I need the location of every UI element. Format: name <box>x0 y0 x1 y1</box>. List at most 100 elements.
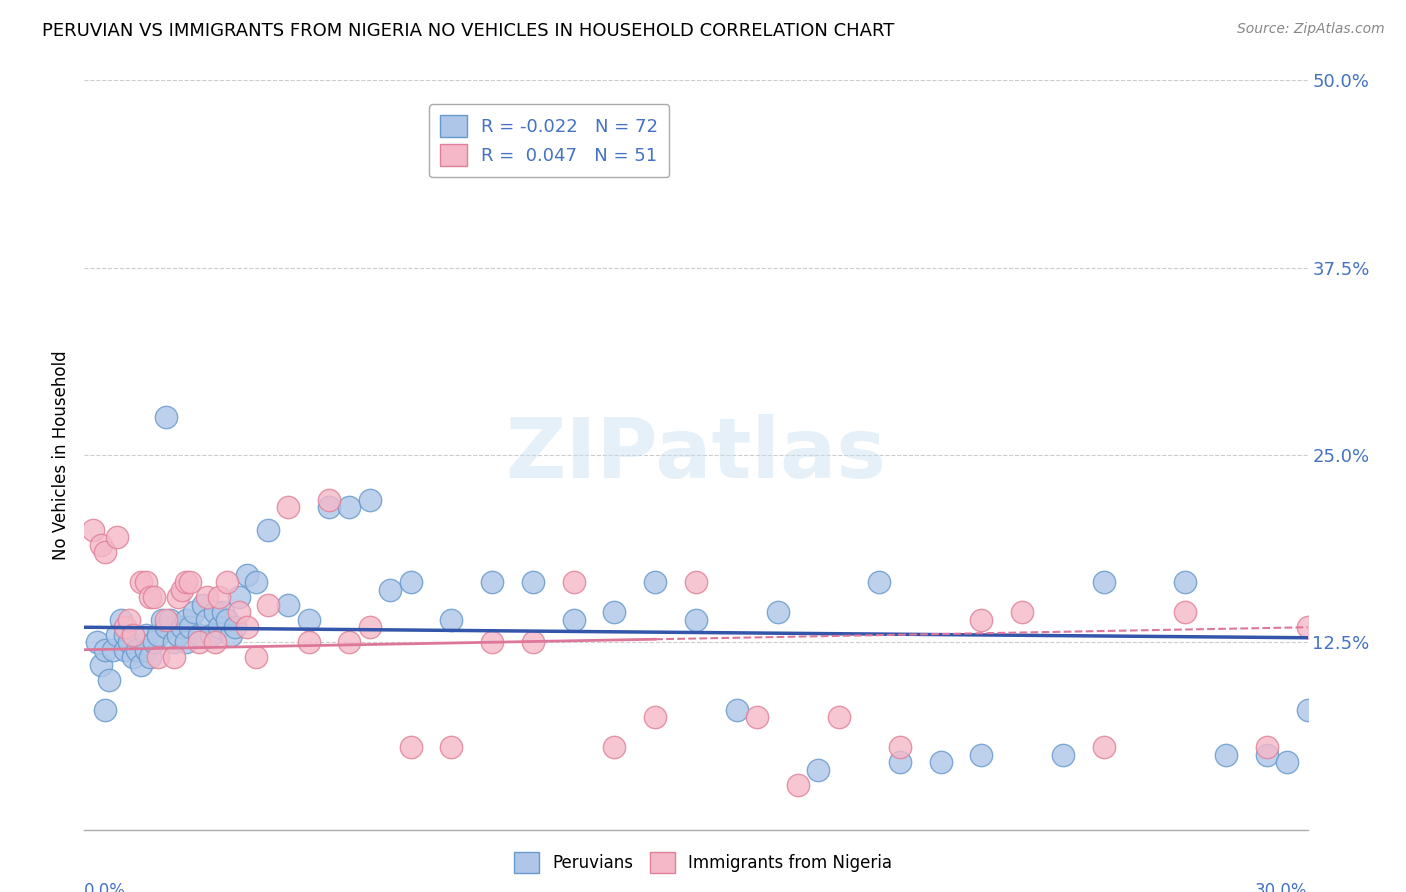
Point <box>440 613 463 627</box>
Point <box>131 657 153 672</box>
Text: ZIPatlas: ZIPatlas <box>506 415 886 495</box>
Point <box>889 755 911 769</box>
Point <box>217 613 239 627</box>
Point <box>114 620 136 634</box>
Point <box>155 613 177 627</box>
Point <box>970 613 993 627</box>
Point <box>212 605 235 619</box>
Point <box>1317 740 1340 755</box>
Point <box>970 747 993 762</box>
Point <box>135 628 157 642</box>
Point <box>644 710 666 724</box>
Point <box>200 628 222 642</box>
Point <box>929 755 952 769</box>
Point <box>889 740 911 755</box>
Point <box>603 740 626 755</box>
Point <box>318 500 340 515</box>
Point <box>138 650 160 665</box>
Point <box>298 613 321 627</box>
Point <box>725 703 748 717</box>
Point <box>217 575 239 590</box>
Point <box>1052 747 1074 762</box>
Point <box>204 635 226 649</box>
Text: 0.0%: 0.0% <box>84 882 127 892</box>
Text: PERUVIAN VS IMMIGRANTS FROM NIGERIA NO VEHICLES IN HOUSEHOLD CORRELATION CHART: PERUVIAN VS IMMIGRANTS FROM NIGERIA NO V… <box>42 22 894 40</box>
Point <box>101 642 124 657</box>
Point <box>562 575 585 590</box>
Point <box>828 710 851 724</box>
Point <box>257 598 280 612</box>
Point <box>359 620 381 634</box>
Point <box>1174 575 1197 590</box>
Point <box>807 763 830 777</box>
Point <box>93 545 115 559</box>
Point <box>195 613 218 627</box>
Point <box>481 575 503 590</box>
Point <box>110 613 132 627</box>
Point <box>208 620 231 634</box>
Point <box>187 628 209 642</box>
Point <box>380 582 402 597</box>
Point <box>1011 605 1033 619</box>
Point <box>359 492 381 507</box>
Point <box>228 605 250 619</box>
Point <box>172 582 194 597</box>
Point <box>603 605 626 619</box>
Point <box>766 605 789 619</box>
Y-axis label: No Vehicles in Household: No Vehicles in Household <box>52 350 70 560</box>
Point <box>1256 747 1278 762</box>
Point <box>399 575 422 590</box>
Point <box>183 605 205 619</box>
Point <box>277 500 299 515</box>
Point <box>522 575 544 590</box>
Point <box>82 523 104 537</box>
Point <box>1215 747 1237 762</box>
Point <box>522 635 544 649</box>
Point <box>138 591 160 605</box>
Point <box>159 613 181 627</box>
Point <box>150 613 173 627</box>
Point <box>118 635 141 649</box>
Point <box>97 673 120 687</box>
Point <box>174 613 197 627</box>
Point <box>105 628 128 642</box>
Point <box>685 575 707 590</box>
Point <box>236 567 259 582</box>
Point <box>127 642 149 657</box>
Point <box>277 598 299 612</box>
Point <box>1296 703 1319 717</box>
Point <box>1092 575 1115 590</box>
Point <box>747 710 769 724</box>
Point <box>163 635 186 649</box>
Point <box>236 620 259 634</box>
Point <box>179 575 201 590</box>
Point <box>399 740 422 755</box>
Point <box>339 635 361 649</box>
Point <box>163 650 186 665</box>
Point <box>146 650 169 665</box>
Point <box>135 575 157 590</box>
Legend: Peruvians, Immigrants from Nigeria: Peruvians, Immigrants from Nigeria <box>508 846 898 880</box>
Text: 30.0%: 30.0% <box>1256 882 1308 892</box>
Point <box>86 635 108 649</box>
Point <box>90 657 112 672</box>
Point <box>172 620 194 634</box>
Text: Source: ZipAtlas.com: Source: ZipAtlas.com <box>1237 22 1385 37</box>
Point <box>118 613 141 627</box>
Point <box>257 523 280 537</box>
Point <box>135 642 157 657</box>
Point <box>122 628 145 642</box>
Point <box>146 628 169 642</box>
Point <box>1256 740 1278 755</box>
Point <box>90 538 112 552</box>
Point <box>191 598 214 612</box>
Point <box>167 628 190 642</box>
Point <box>1092 740 1115 755</box>
Point <box>204 605 226 619</box>
Point <box>869 575 891 590</box>
Point <box>142 591 165 605</box>
Point <box>298 635 321 649</box>
Point <box>685 613 707 627</box>
Point <box>155 620 177 634</box>
Point <box>339 500 361 515</box>
